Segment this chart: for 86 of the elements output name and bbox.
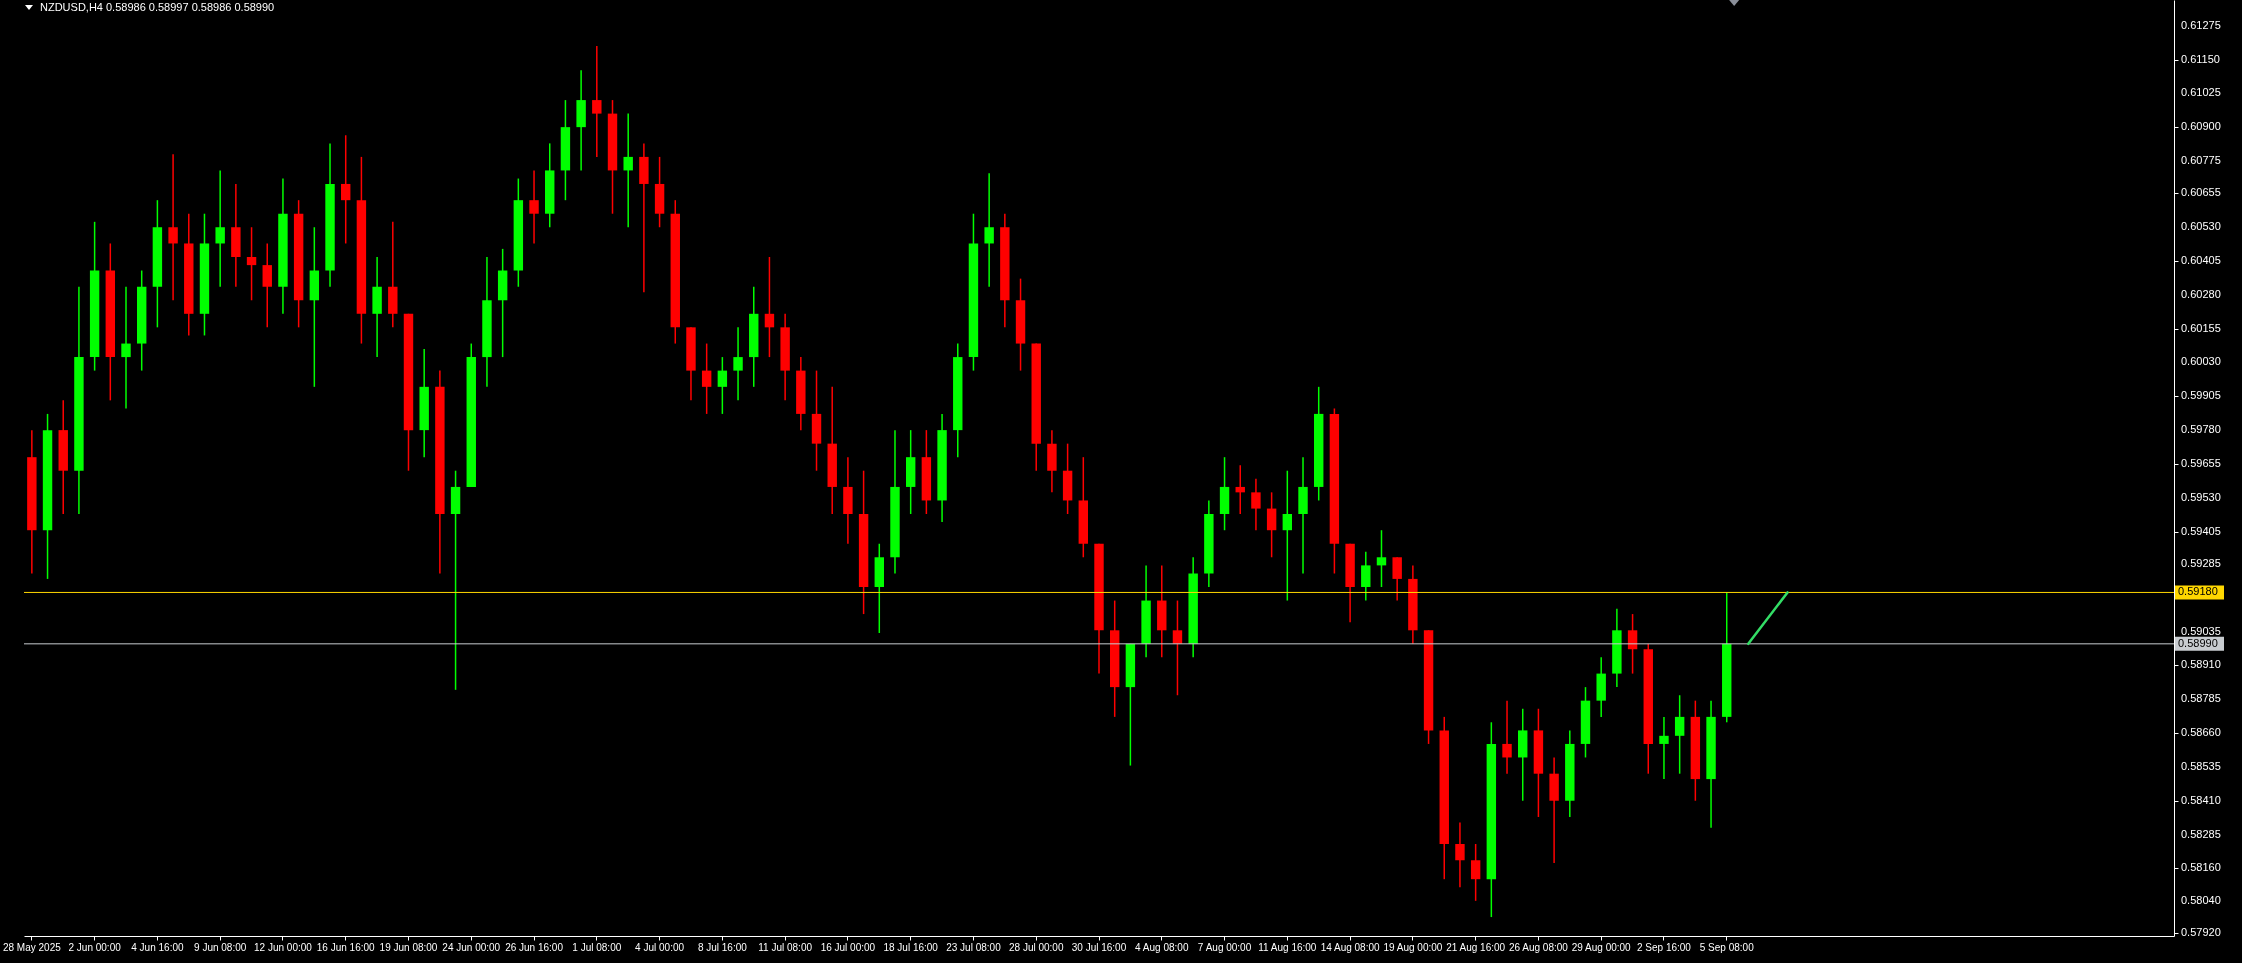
y-tick-label: 0.60775	[2181, 153, 2221, 166]
candlestick	[1172, 599, 1183, 696]
y-tick-label: 0.58285	[2181, 827, 2221, 840]
x-tick-label: 29 Aug 00:00	[1571, 941, 1632, 953]
x-tick-label: 19 Aug 00:00	[1383, 941, 1443, 953]
y-tick-label: 0.58040	[2181, 893, 2221, 906]
x-tick-label: 24 Jun 00:00	[442, 941, 501, 953]
x-tick-label: 19 Jun 08:00	[379, 941, 438, 953]
x-tick-label: 4 Jul 00:00	[635, 941, 685, 953]
x-tick-label: 7 Aug 00:00	[1197, 941, 1252, 953]
x-tick-label: 2 Jun 00:00	[68, 941, 122, 953]
y-tick-label: 0.60405	[2181, 254, 2221, 267]
x-tick-label: 4 Aug 08:00	[1135, 941, 1189, 953]
x-tick-label: 9 Jun 08:00	[194, 941, 247, 953]
y-tick-label: 0.60030	[2181, 355, 2221, 368]
x-tick-label: 23 Jul 08:00	[946, 941, 1002, 953]
x-tick-label: 16 Jul 00:00	[820, 941, 876, 953]
x-tick-label: 11 Jul 08:00	[758, 941, 813, 953]
x-tick-label: 30 Jul 16:00	[1071, 941, 1127, 953]
candlestick	[1674, 694, 1685, 775]
y-tick-label: 0.57920	[2181, 926, 2221, 939]
y-tick-label: 0.59655	[2181, 456, 2221, 469]
x-tick-label: 16 Jun 16:00	[316, 941, 376, 953]
candlestick	[733, 326, 743, 402]
y-tick-label: 0.61275	[2181, 18, 2221, 31]
y-tick-label: 0.59905	[2181, 389, 2221, 402]
y-tick-label: 0.58910	[2181, 658, 2221, 671]
y-tick-label: 0.59530	[2181, 490, 2221, 503]
y-tick-label: 0.60655	[2181, 186, 2221, 199]
x-tick-label: 28 May 2025	[2, 941, 62, 953]
candlestick	[1266, 491, 1277, 559]
candlestick	[341, 134, 351, 245]
x-tick-label: 26 Jun 16:00	[505, 941, 564, 953]
candlestick	[623, 112, 633, 228]
x-tick-label: 5 Sep 08:00	[1699, 941, 1755, 953]
x-tick-label: 26 Aug 08:00	[1508, 941, 1569, 953]
x-tick-label: 4 Jun 16:00	[131, 941, 184, 953]
candlestick	[1392, 556, 1402, 602]
y-tick-label: 0.61150	[2181, 52, 2220, 65]
x-tick-label: 28 Jul 00:00	[1008, 941, 1064, 953]
candlestick	[1659, 716, 1669, 780]
y-tick-label: 0.60900	[2181, 120, 2221, 133]
candlestick	[262, 242, 272, 329]
candlestick	[1627, 613, 1638, 675]
candlestick	[717, 356, 728, 415]
ref-line-label: 0.59180	[2178, 585, 2218, 598]
ref-line-label: 0.58990	[2178, 636, 2218, 649]
y-tick-label: 0.59285	[2181, 557, 2221, 570]
candlestick	[1251, 478, 1261, 531]
candlestick	[984, 172, 994, 288]
x-tick-label: 12 Jun 00:00	[254, 941, 313, 953]
candlestick	[1361, 551, 1371, 602]
y-tick-label: 0.60530	[2181, 220, 2221, 233]
candlestick	[450, 469, 461, 691]
candlestick	[1470, 843, 1481, 902]
candlestick	[1376, 529, 1387, 588]
y-tick-label: 0.59035	[2181, 624, 2221, 637]
x-tick-label: 8 Jul 16:00	[697, 941, 748, 953]
candlestick	[701, 342, 712, 415]
y-tick-label: 0.60280	[2181, 287, 2221, 300]
candlestick	[592, 45, 602, 158]
y-tick-label: 0.58410	[2181, 793, 2221, 806]
candlestick	[529, 169, 539, 245]
x-tick-label: 1 Jul 08:00	[572, 941, 622, 953]
y-tick-label: 0.58160	[2181, 861, 2221, 874]
x-tick-label: 2 Sep 16:00	[1636, 941, 1692, 953]
y-tick-label: 0.59405	[2181, 524, 2221, 537]
candlestick	[215, 169, 225, 288]
x-tick-label: 11 Aug 16:00	[1258, 941, 1317, 953]
y-tick-label: 0.60155	[2181, 321, 2221, 334]
candlestick	[121, 286, 131, 410]
x-tick-label: 18 Jul 16:00	[883, 941, 939, 953]
candlestick	[764, 256, 775, 358]
x-tick-label: 21 Aug 16:00	[1446, 941, 1506, 953]
chart-title: NZDUSD,H4 0.58986 0.58997 0.58986 0.58990	[40, 1, 275, 13]
y-tick-label: 0.58660	[2181, 726, 2221, 739]
y-tick-label: 0.61025	[2181, 86, 2221, 99]
candlestick	[246, 226, 257, 302]
candlestick	[1502, 699, 1512, 775]
y-tick-label: 0.58785	[2181, 692, 2221, 705]
x-tick-label: 14 Aug 08:00	[1320, 941, 1380, 953]
y-tick-label: 0.59780	[2181, 423, 2221, 436]
candlestick	[1455, 821, 1465, 889]
candlestick	[1282, 469, 1293, 602]
candlestick	[168, 153, 178, 302]
y-tick-label: 0.58535	[2181, 759, 2221, 772]
